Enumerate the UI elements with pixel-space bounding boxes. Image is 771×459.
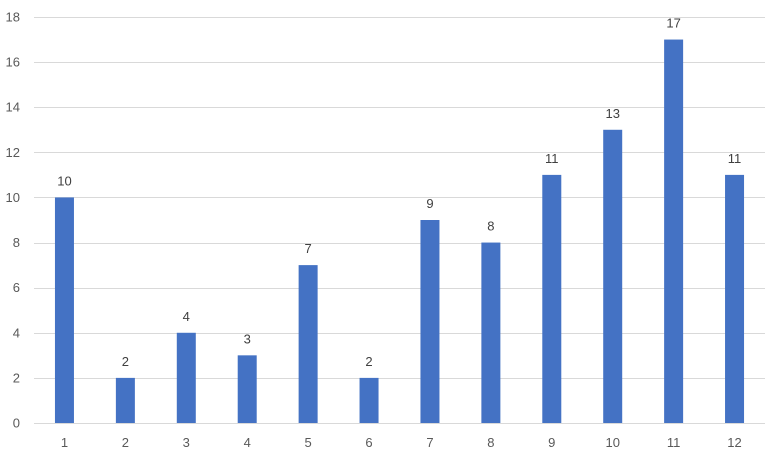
data-label: 4	[183, 309, 190, 324]
y-tick-label: 16	[6, 55, 20, 70]
data-label: 8	[487, 219, 494, 234]
y-axis-ticks: 0 2 4 6 8 10 12 14 16 18	[6, 10, 20, 431]
data-label: 11	[728, 151, 742, 166]
y-tick-label: 8	[13, 235, 20, 250]
x-tick-label: 6	[365, 435, 372, 450]
x-tick-label: 5	[305, 435, 312, 450]
data-label: 9	[426, 196, 433, 211]
x-tick-label: 3	[183, 435, 190, 450]
x-tick-label: 9	[548, 435, 555, 450]
bar	[54, 197, 74, 423]
x-tick-label: 2	[122, 435, 129, 450]
data-label: 7	[305, 241, 312, 256]
y-tick-label: 10	[6, 190, 20, 205]
x-tick-label: 4	[244, 435, 251, 450]
y-tick-label: 14	[6, 100, 20, 115]
data-label: 10	[57, 173, 71, 188]
x-tick-label: 11	[667, 435, 681, 450]
bar	[176, 332, 196, 423]
data-label: 2	[122, 354, 129, 369]
bar	[359, 377, 379, 423]
bar	[420, 220, 440, 423]
y-tick-label: 0	[13, 416, 20, 431]
x-tick-label: 10	[605, 435, 619, 450]
x-tick-label: 1	[61, 435, 68, 450]
x-tick-label: 7	[426, 435, 433, 450]
y-tick-label: 2	[13, 370, 20, 385]
bar	[542, 174, 562, 423]
y-tick-label: 6	[13, 280, 20, 295]
bar	[664, 39, 684, 424]
data-label: 2	[365, 354, 372, 369]
y-tick-label: 18	[6, 10, 20, 25]
bar	[298, 265, 318, 423]
data-label: 11	[545, 151, 559, 166]
bar	[725, 174, 745, 423]
data-label: 3	[244, 331, 251, 346]
data-label: 17	[666, 16, 680, 31]
x-tick-label: 12	[727, 435, 741, 450]
y-tick-label: 12	[6, 145, 20, 160]
gridlines	[34, 17, 765, 424]
data-label: 13	[605, 106, 619, 121]
bar	[237, 355, 257, 423]
x-axis-ticks: 1 2 3 4 5 6 7 8 9 10 11 12	[61, 435, 742, 450]
data-labels: 10 2 4 3 7 2 9 8 11 13 17 11	[57, 16, 741, 369]
bar-series	[54, 39, 745, 424]
y-tick-label: 4	[13, 325, 20, 340]
bar	[481, 242, 501, 423]
bar	[603, 129, 623, 423]
bar	[115, 377, 135, 423]
x-tick-label: 8	[487, 435, 494, 450]
